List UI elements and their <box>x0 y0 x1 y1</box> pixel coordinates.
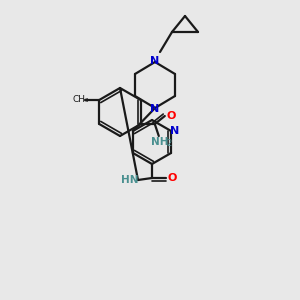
Text: N: N <box>170 126 180 136</box>
Text: O: O <box>166 111 176 121</box>
Text: O: O <box>167 173 177 183</box>
Text: N: N <box>150 56 160 66</box>
Text: NH: NH <box>151 137 169 147</box>
Text: N: N <box>150 104 160 114</box>
Text: CH₃: CH₃ <box>73 94 89 103</box>
Text: HN: HN <box>121 175 139 185</box>
Text: 2: 2 <box>167 140 172 148</box>
